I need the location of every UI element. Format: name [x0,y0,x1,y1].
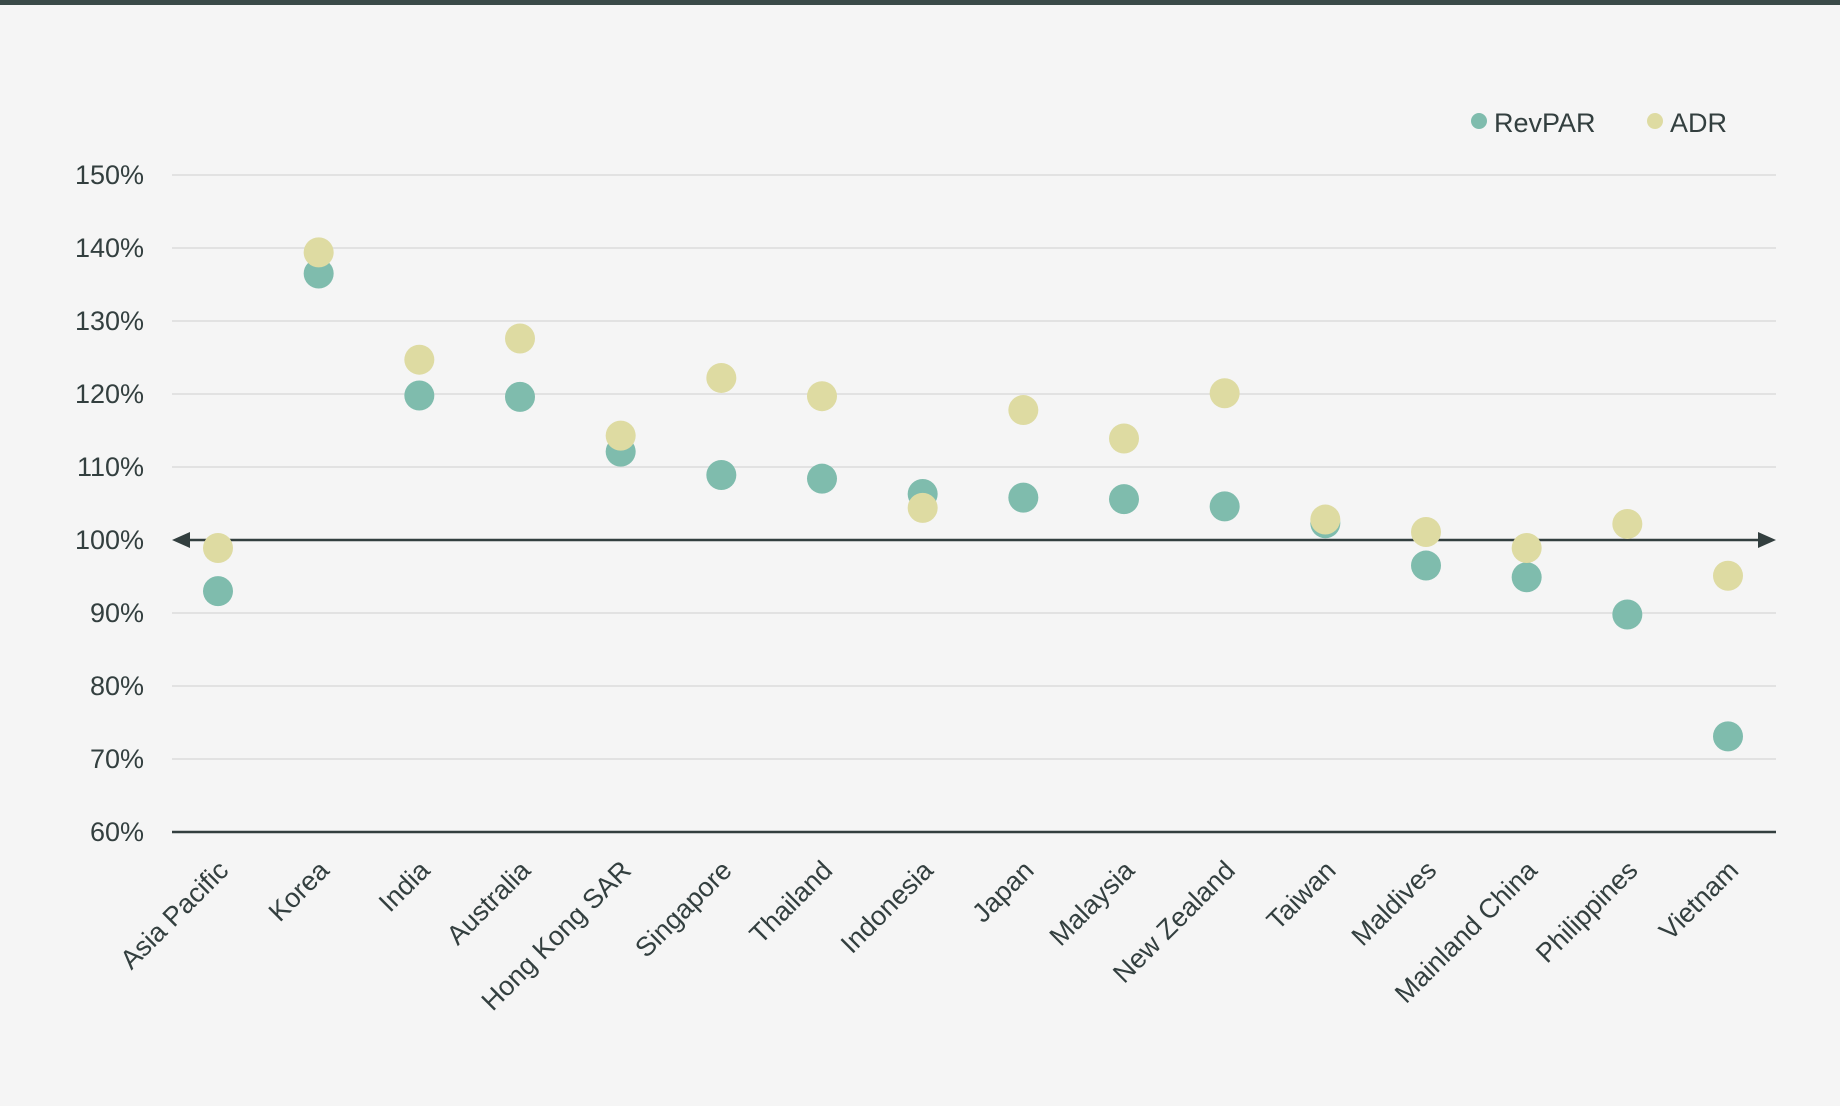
legend-marker-adr [1647,113,1663,129]
top-rule [0,0,1840,5]
point-adr-malaysia [1109,423,1139,454]
point-revpar-philippines [1612,599,1643,630]
y-axis-ticks: 60% 70% 80% 90% 100% 110% 120% 130% 140% 150% [75,160,144,847]
y-tick-label: 130% [75,306,144,336]
point-adr-japan [1008,395,1039,426]
point-adr-taiwan [1310,504,1341,535]
point-adr-new-zealand [1209,378,1240,409]
y-tick-label: 140% [75,233,144,263]
y-tick-label: 150% [75,160,144,190]
point-adr-korea [303,237,334,268]
point-revpar-japan [1008,482,1039,513]
point-revpar-mainland-china [1511,562,1542,593]
y-tick-label: 60% [90,817,144,847]
legend-label-adr: ADR [1670,108,1727,138]
legend-marker-revpar [1471,113,1487,129]
point-adr-vietnam [1713,560,1743,591]
reference-arrow-left [172,532,190,548]
point-adr-australia [505,323,535,354]
y-tick-label: 90% [90,598,144,628]
data-points [203,237,1743,752]
point-adr-india [404,344,435,375]
y-tick-label: 80% [90,671,144,701]
y-tick-label: 120% [75,379,144,409]
reference-line-100 [172,532,1776,548]
point-adr-indonesia [907,492,938,523]
point-revpar-korea [303,258,334,289]
point-revpar-thailand [807,463,837,494]
y-tick-label: 110% [77,452,144,482]
reference-arrow-right [1758,532,1776,548]
point-revpar-new-zealand [1209,491,1240,522]
point-revpar-vietnam [1713,721,1743,752]
point-revpar-india [404,380,435,411]
point-revpar-maldives [1411,550,1441,581]
point-revpar-malaysia [1109,484,1139,515]
y-tick-label: 70% [90,744,144,774]
point-revpar-asia-pacific [203,576,233,607]
legend-label-revpar: RevPAR [1494,108,1596,138]
legend: RevPAR ADR [1471,108,1727,138]
point-adr-thailand [807,381,837,412]
point-adr-singapore [706,362,737,393]
gridlines [172,174,1776,760]
point-adr-hong-kong-sar [605,420,636,451]
point-adr-philippines [1612,508,1643,539]
point-adr-mainland-china [1511,533,1542,564]
point-adr-asia-pacific [203,533,233,564]
point-revpar-australia [505,381,535,412]
point-revpar-singapore [706,460,737,491]
y-tick-label: 100% [75,525,144,555]
point-adr-maldives [1411,516,1441,547]
